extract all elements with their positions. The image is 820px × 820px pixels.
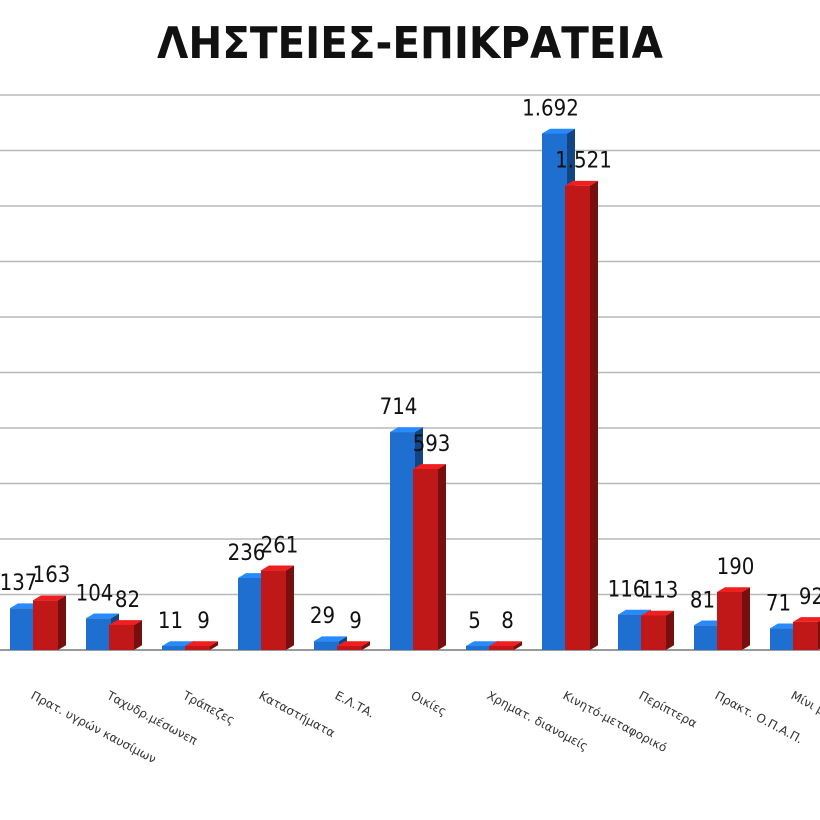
bar [618, 614, 643, 650]
bar-side [58, 595, 66, 650]
bar-top [542, 128, 575, 134]
category-label: Πρατ. υγρών καυσίμων [29, 688, 159, 766]
category-label: Τράπεζες [180, 688, 237, 727]
bar-top [109, 620, 142, 625]
data-label: 261 [261, 533, 299, 558]
bar-top [641, 610, 674, 616]
data-label: 104 [76, 581, 114, 606]
bar-side [362, 641, 370, 650]
bar-top [390, 427, 423, 433]
bar-top [33, 595, 66, 601]
data-label: 714 [380, 395, 418, 420]
bar-top [413, 464, 446, 469]
bar-side [210, 641, 218, 650]
bar-top [793, 617, 820, 622]
data-label: 116 [608, 578, 646, 603]
data-label: 5 [468, 609, 481, 634]
bar-side [666, 610, 674, 650]
data-label: 113 [641, 579, 679, 604]
bar-top [314, 636, 347, 642]
bar [413, 468, 438, 650]
data-label: 163 [33, 563, 71, 588]
category-label: Ε.Λ.ΤΑ. [333, 688, 377, 720]
bar [489, 646, 514, 650]
bar-side [742, 587, 750, 650]
bar-side [134, 620, 142, 650]
bar-top [565, 180, 598, 186]
data-label: 593 [413, 432, 451, 457]
bar [261, 570, 286, 650]
bar-top [466, 641, 499, 646]
bar [109, 624, 134, 650]
bar [542, 133, 567, 651]
data-label: 8 [501, 609, 514, 634]
bar-top [717, 587, 750, 593]
bar-side [286, 565, 294, 650]
data-label: 71 [766, 591, 791, 616]
chart-title: ΛΗΣΤΕΙΕΣ-ΕΠΙΚΡΑΤΕΙΑ [157, 18, 663, 69]
bar [694, 625, 719, 650]
data-label: 190 [717, 555, 755, 580]
data-label: 81 [690, 588, 715, 613]
bar [565, 185, 590, 650]
bar [337, 646, 362, 650]
bar-side [514, 641, 522, 650]
data-label: 137 [0, 571, 37, 596]
bar-top [261, 565, 294, 571]
bar [238, 577, 263, 650]
data-label: 29 [310, 604, 335, 629]
bar-top [337, 641, 370, 646]
bars [10, 128, 820, 651]
bar [793, 621, 818, 650]
bar-top [618, 609, 651, 615]
bar [33, 600, 58, 650]
data-label: 9 [349, 609, 362, 634]
category-label: Περίπτερα [637, 688, 700, 730]
data-label: 1.521 [555, 149, 612, 174]
bar [86, 618, 111, 650]
category-label: Οικίες [409, 688, 449, 718]
data-label: 11 [158, 609, 183, 634]
bar [717, 592, 742, 650]
data-label: 1.692 [522, 97, 579, 122]
bar [185, 646, 210, 650]
bar [390, 432, 415, 650]
bar [162, 646, 187, 650]
bar [10, 608, 35, 650]
bar [641, 615, 666, 650]
data-label: 92 [799, 585, 820, 610]
bar [770, 628, 795, 650]
bar-side [590, 180, 598, 651]
bar-top [162, 641, 195, 646]
bar-top [489, 641, 522, 646]
data-label: 9 [197, 609, 210, 634]
bar [466, 646, 491, 650]
category-label: Καταστήματα [257, 688, 338, 740]
bar-top [185, 641, 218, 646]
bar [314, 641, 339, 650]
category-labels: Πρατ. υγρών καυσίμωνΤαχυδρ.μέσωνεπΤράπεζ… [29, 688, 820, 767]
bar-top [86, 613, 119, 619]
data-label: 82 [115, 588, 140, 613]
data-label: 236 [228, 541, 266, 566]
bar-side [438, 464, 446, 650]
